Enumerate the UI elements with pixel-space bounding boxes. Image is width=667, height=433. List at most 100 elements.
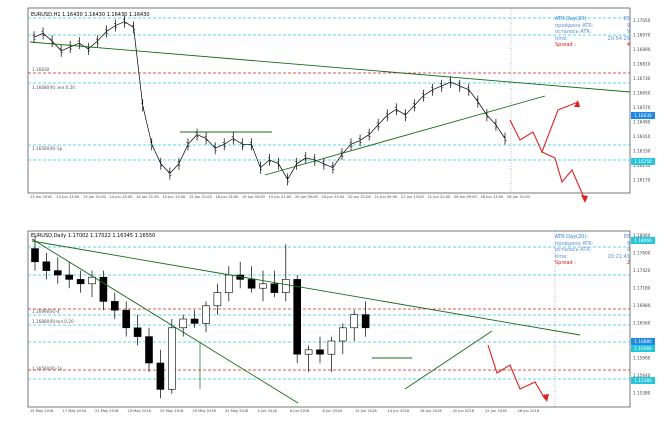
atr-info-value: 2 — [626, 260, 630, 267]
atr-info-key: ATR Day(20): — [555, 234, 588, 240]
level-label: 1.16880(R)зел.0.20 — [32, 319, 74, 324]
price-tick: 1.15900 — [633, 356, 651, 361]
daily-chart-panel[interactable]: 1.16990(R)-4 1.16880(R)зел.0.20 1.16560(R)… — [0, 227, 667, 429]
h1-chart-title: EURUSD,H1 1.16430 1.16430 1.16430 1.1643… — [31, 12, 150, 18]
time-tick: 21 Jun 05:00 — [375, 195, 399, 199]
time-tick: 15 May 2018 — [30, 409, 54, 413]
atr-info-value: 9 — [626, 240, 630, 247]
time-tick: 12 Jun 2018 — [355, 409, 377, 413]
time-tick: 17 May 2018 — [63, 409, 87, 413]
time-tick: 14 Jun 2018 — [388, 409, 410, 413]
atr-info-key: осталось ATR: — [555, 247, 592, 254]
level-label: 1.16990(R)-4 — [32, 309, 60, 314]
time-tick: 13 Jun 13:00 — [57, 195, 81, 199]
price-tick: 1.16330 — [633, 149, 651, 154]
candle-body — [65, 274, 73, 280]
candle-body — [259, 283, 267, 289]
plot-frame — [27, 230, 631, 408]
atr-info-row: time: 20:54:29 — [555, 36, 630, 43]
price-box-label: 1.18060 — [634, 238, 652, 243]
trend-line-down — [29, 41, 631, 93]
time-tick: 19 Jun 05:00 — [242, 195, 266, 199]
price-tick: 1.17050 — [633, 18, 651, 23]
candle-body — [76, 279, 85, 285]
candle-body — [202, 305, 210, 324]
candle-body — [225, 274, 233, 293]
trend-line-steep — [31, 238, 299, 404]
candle-body — [350, 314, 359, 329]
atr-info-row: пройдено ATR: 9 — [555, 241, 630, 248]
level-label: 1.16560(R)-1p — [32, 146, 63, 151]
price-line — [33, 21, 506, 181]
price-box-label: 1.16250 — [634, 159, 652, 164]
atr-info-value: 9 — [626, 247, 630, 254]
atr-info-value: 9 — [626, 22, 630, 29]
candle-body — [281, 279, 290, 293]
price-tick: 1.16650 — [633, 91, 651, 96]
level-label: 1.16560(R)-1p — [32, 366, 63, 371]
time-tick: 20 Jun 21:00 — [348, 195, 372, 199]
price-tick: 1.17180 — [633, 286, 651, 291]
daily-chart-canvas[interactable]: 1.16990(R)-4 1.16880(R)зел.0.20 1.16560(R)… — [0, 227, 667, 429]
price-tick: 1.16880 — [633, 303, 651, 308]
panel-separator — [0, 213, 667, 227]
candle-body — [361, 314, 370, 329]
h1-chart-canvas[interactable]: 1.16830 1.16680(R) зел.0.20 1.16560(R)-1p 1… — [0, 0, 667, 213]
candle-body — [270, 283, 279, 293]
price-box — [631, 158, 655, 165]
time-tick: 21 Jun 21:00 — [428, 195, 452, 199]
trend-line-up — [264, 95, 546, 176]
price-tick: 1.16970 — [633, 33, 651, 38]
trend-line-up — [404, 330, 493, 390]
atr-info-value: 4 — [626, 42, 630, 49]
daily-chart-title: EURUSD,Daily 1.17002 1.17022 1.16345 1.1… — [31, 233, 156, 239]
atr-info-value: 85 — [623, 16, 630, 22]
price-tick: 1.17420 — [633, 268, 651, 273]
price-box-label: 1.16430 — [634, 113, 652, 118]
time-tick: 22 Jun 2018 — [485, 409, 507, 413]
candle-body — [31, 248, 39, 263]
time-tick: 18 Jun 2018 — [420, 409, 442, 413]
candle-body — [247, 279, 256, 289]
time-tick: 14 Jun 21:00 — [136, 195, 160, 199]
atr-info-row: time: 20:21:41 — [555, 254, 630, 261]
time-tick: 15 Jun 13:00 — [163, 195, 187, 199]
h1-chart-panel[interactable]: 1.16830 1.16680(R) зел.0.20 1.16560(R)-1p 1… — [0, 0, 667, 213]
candle-body — [168, 327, 176, 390]
atr-info-key: ATR Day(20): — [555, 16, 588, 22]
price-box — [631, 338, 655, 345]
time-tick: 6 Jun 2018 — [290, 409, 310, 413]
atr-info-key: time: — [555, 253, 568, 260]
candle-body — [213, 292, 222, 307]
atr-info-row: пройдено ATR: 9 — [555, 23, 630, 30]
time-tick: 26 Jun 2018 — [518, 409, 540, 413]
candle-body — [122, 309, 130, 329]
candle-body — [304, 349, 313, 355]
atr-info-row: Spread : 4 — [555, 42, 630, 49]
level-label: 1.16680(R) зел.0.20 — [32, 85, 75, 90]
atr-info-row: осталось ATR: 9 — [555, 29, 630, 36]
forecast-arrow-up — [574, 100, 580, 107]
time-tick: 21 Jun 13:00 — [401, 195, 425, 199]
atr-info-row: осталось ATR: 9 — [555, 247, 630, 254]
price-box-label: 1.15380 — [634, 378, 652, 383]
candle-body — [88, 276, 96, 285]
time-tick: 29 May 2018 — [193, 409, 217, 413]
price-box — [631, 345, 655, 352]
atr-info-key: пройдено ATR: — [555, 22, 594, 29]
price-box — [631, 377, 655, 384]
price-tick: 1.16490 — [633, 120, 651, 125]
candle-body — [133, 327, 142, 337]
atr-info-key: осталось ATR: — [555, 29, 592, 36]
candle-body — [145, 336, 153, 364]
price-tick: 1.16730 — [633, 76, 651, 81]
atr-info-value: 20:21:41 — [607, 253, 630, 260]
candle-body — [111, 301, 119, 311]
time-tick: 26 Jun 13:00 — [481, 195, 505, 199]
time-tick: 19 Jun 21:00 — [269, 195, 293, 199]
time-tick: 4 Jun 2018 — [258, 409, 278, 413]
atr-info-row: ATR Day(20): 85 — [555, 234, 630, 241]
forecast-arrow-down — [581, 195, 588, 203]
forecast-arrow — [542, 394, 549, 402]
candle-body — [179, 318, 187, 329]
